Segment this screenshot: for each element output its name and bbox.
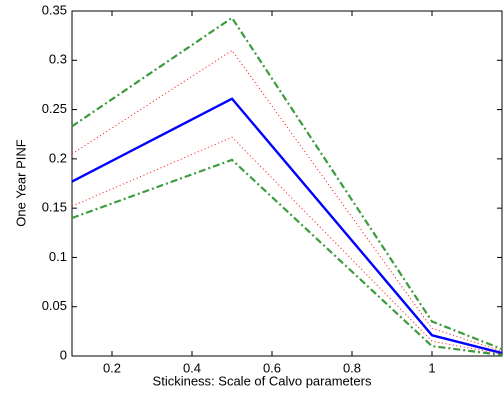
y-tick-label: 0.3 xyxy=(49,52,67,67)
x-tick-label: 0.4 xyxy=(183,360,201,375)
y-axis-label: One Year PINF xyxy=(13,139,28,226)
y-tick-label: 0.25 xyxy=(42,101,67,116)
series-line xyxy=(71,136,503,355)
series-line xyxy=(71,16,503,351)
series-line xyxy=(71,97,503,355)
x-tick-label: 0.6 xyxy=(263,360,281,375)
y-tick-label: 0.35 xyxy=(42,2,67,17)
x-axis-label: Stickiness: Scale of Calvo parameters xyxy=(153,373,372,388)
series-line xyxy=(71,158,503,357)
y-tick-label: 0 xyxy=(60,347,67,362)
y-tick-label: 0.2 xyxy=(49,150,67,165)
series-line xyxy=(71,49,503,352)
y-tick-label: 0.05 xyxy=(42,298,67,313)
x-tick-label: 0.8 xyxy=(343,360,361,375)
y-tick-label: 0.1 xyxy=(49,249,67,264)
y-tick-label: 0.15 xyxy=(42,200,67,215)
plot-frame xyxy=(71,10,503,357)
x-tick-label: 1 xyxy=(428,360,435,375)
x-tick-label: 0.2 xyxy=(103,360,121,375)
